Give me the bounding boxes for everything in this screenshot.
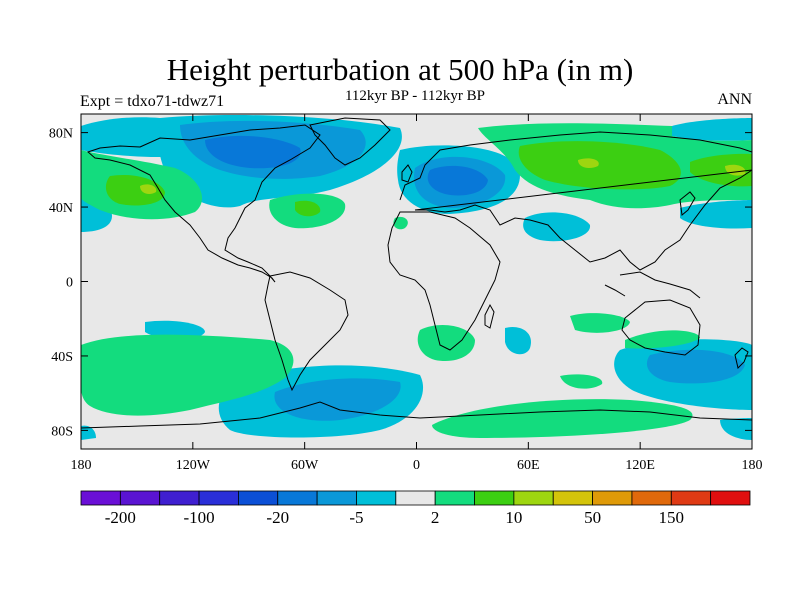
colorbar-swatch-15: [670, 490, 712, 506]
colorbar-swatch-4: [238, 490, 279, 506]
colorbar-swatch-6: [316, 490, 357, 506]
plot-title: Height perturbation at 500 hPa (in m): [166, 52, 634, 87]
colorbar-swatch-8: [395, 490, 436, 506]
colorbar-label-0: -200: [105, 508, 136, 527]
colorbar-swatch-0: [80, 490, 121, 506]
maritime-islands: [604, 271, 701, 299]
colorbar: -200 -100 -20 -5 2 10 50 150: [80, 490, 751, 527]
colorbar-swatch-3: [198, 490, 239, 506]
colorbar-label-3: -5: [349, 508, 363, 527]
japan-coast: [679, 191, 696, 216]
colorbar-label-1: -100: [183, 508, 214, 527]
colorbar-swatch-16: [710, 490, 751, 506]
x-tick-label-2: 60W: [291, 458, 319, 473]
colorbar-swatch-12: [552, 490, 593, 506]
colorbar-label-4: 2: [431, 508, 440, 527]
contour-darker-green: [105, 141, 752, 217]
y-tick-label-4: 80S: [51, 424, 73, 439]
y-tick-label-1: 40N: [49, 201, 73, 216]
x-tick-label-4: 60E: [517, 458, 540, 473]
x-tick-label-6: 180: [742, 458, 763, 473]
colorbar-swatch-14: [631, 490, 672, 506]
colorbar-swatch-7: [356, 490, 397, 506]
experiment-label: Expt = tdxo71-tdwz71: [80, 93, 225, 110]
y-tick-label-3: 40S: [51, 350, 73, 365]
y-tick-label-0: 80N: [49, 127, 73, 142]
colorbar-swatch-2: [159, 490, 200, 506]
colorbar-swatch-10: [474, 490, 515, 506]
coastlines: [81, 117, 752, 429]
africa-coast: [387, 211, 501, 351]
x-tick-label-3: 0: [413, 458, 420, 473]
south-america-coast: [264, 271, 349, 392]
y-axis: 80N 40N 0 40S 80S: [49, 127, 752, 439]
colorbar-label-7: 150: [659, 508, 685, 527]
colorbar-swatch-5: [277, 490, 318, 506]
x-axis: 180 120W 60W 0 60E 120E 180: [71, 114, 763, 473]
greenland-coast: [309, 117, 391, 166]
new-zealand-coast: [734, 347, 749, 369]
x-tick-label-0: 180: [71, 458, 92, 473]
period-label: 112kyr BP - 112kyr BP: [344, 88, 485, 104]
australia-coast: [621, 299, 701, 356]
uk-coast: [401, 164, 413, 183]
colorbar-swatch-13: [592, 490, 633, 506]
contour-deeper-blue: [205, 135, 488, 196]
colorbar-label-5: 10: [505, 508, 522, 527]
madagascar-coast: [484, 303, 495, 329]
colorbar-swatch-9: [434, 490, 475, 506]
y-tick-label-2: 0: [66, 276, 73, 291]
antarctica-coast: [81, 401, 752, 429]
colorbar-swatch-1: [119, 490, 161, 506]
map-area: [81, 114, 752, 449]
colorbar-label-2: -20: [266, 508, 289, 527]
x-tick-label-1: 120W: [176, 458, 211, 473]
x-tick-label-5: 120E: [625, 458, 655, 473]
eurasia-coast: [399, 131, 752, 271]
season-label: ANN: [717, 91, 752, 108]
colorbar-swatch-11: [513, 490, 554, 506]
colorbar-label-6: 50: [584, 508, 601, 527]
